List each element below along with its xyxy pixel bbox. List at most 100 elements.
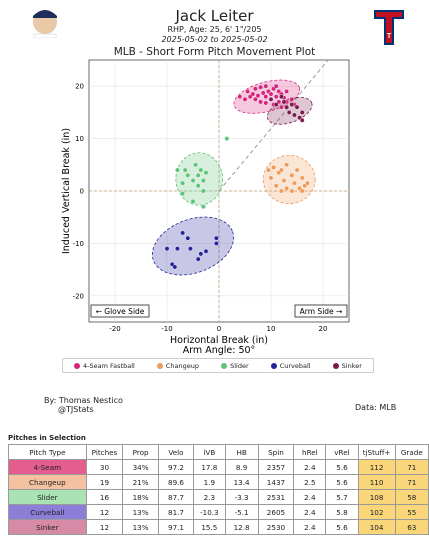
table-cell: 97.1	[157, 519, 195, 535]
table-header-cell: Spin	[257, 444, 295, 460]
data-point	[263, 94, 269, 100]
table-cell: 19	[85, 474, 124, 490]
table-cell: 97.2	[157, 459, 195, 475]
arm-angle-line	[218, 59, 329, 192]
data-point	[289, 96, 295, 102]
table-cell: 13%	[122, 519, 159, 535]
glove-side-label: ← Glove Side	[96, 307, 145, 316]
data-point	[289, 172, 295, 178]
legend-marker	[74, 362, 81, 369]
table-header-cell: Grade	[394, 444, 429, 460]
table-cell: 12	[85, 504, 124, 520]
chart-legend: 4-Seam Fastball Changeup Slider Curveball Si…	[62, 358, 374, 373]
player-headshot-icon	[28, 4, 62, 39]
legend-item: Curveball	[270, 361, 311, 370]
y-tick-label: 0	[80, 188, 84, 196]
table-cell: 12.8	[224, 519, 259, 535]
svg-text:T: T	[387, 33, 392, 40]
data-point	[174, 167, 180, 173]
data-point	[291, 180, 297, 186]
data-point	[172, 264, 178, 270]
table-cell: Curveball	[8, 504, 87, 520]
table-cell: 5.6	[325, 459, 359, 475]
data-point	[203, 170, 209, 176]
table-cell: 1437	[257, 474, 295, 490]
x-tick-label: -20	[109, 325, 120, 333]
table-cell: 5.8	[325, 504, 359, 520]
date-range: 2025-05-02 to 2025-05-02	[161, 35, 268, 44]
table-cell: 2.5	[293, 474, 327, 490]
table-cell: 58	[394, 489, 429, 505]
data-point	[268, 91, 274, 97]
y-axis-label: Induced Vertical Break (in)	[61, 128, 72, 254]
table-cell: 112	[357, 459, 396, 475]
data-point	[278, 104, 284, 110]
legend-label: Curveball	[279, 361, 311, 370]
data-point	[245, 89, 251, 94]
table-row: Changeup 19 21% 89.6 1.9 13.4 1437 2.5 5.6 110 71	[8, 474, 429, 490]
data-point	[242, 96, 248, 102]
data-point	[263, 83, 269, 89]
table-cell: 30	[85, 459, 124, 475]
data-point	[174, 246, 180, 252]
data-point	[299, 175, 305, 181]
table-cell: 2530	[257, 519, 295, 535]
table-cell: 104	[357, 519, 396, 535]
table-body: 4-Seam 30 34% 97.2 17.8 8.9 2357 2.4 5.6 112 71 Cha…	[8, 459, 429, 535]
legend-marker	[270, 362, 277, 369]
data-source: Data: MLB	[355, 403, 397, 412]
table-cell: 2.4	[293, 489, 327, 505]
data-point	[190, 199, 196, 204]
table-cell: 21%	[122, 474, 159, 490]
table-cell: 5.7	[325, 489, 359, 505]
chart-title: MLB - Short Form Pitch Movement Plot	[113, 46, 316, 58]
table-cell: Changeup	[8, 474, 87, 490]
legend-item: 4-Seam Fastball	[74, 362, 135, 370]
data-point	[294, 167, 300, 173]
series-ellipse	[151, 216, 235, 276]
data-point	[224, 136, 230, 142]
author-credit: By: Thomas Nestico	[44, 396, 123, 405]
data-point	[200, 188, 206, 194]
data-point	[278, 167, 284, 173]
data-point	[273, 102, 279, 107]
y-tick-label: -10	[73, 240, 84, 248]
data-point	[268, 96, 274, 102]
data-point	[289, 102, 295, 107]
table-cell: 1.9	[193, 474, 226, 490]
data-point	[185, 172, 191, 178]
data-point	[284, 104, 289, 110]
table-header-cell: HB	[224, 444, 259, 460]
table-cell: 2.3	[193, 489, 226, 505]
table-header-cell: Pitches	[85, 444, 124, 460]
table-cell: 2.4	[293, 519, 327, 535]
table-cell: 81.7	[157, 504, 195, 520]
table-cell: -5.1	[224, 504, 259, 520]
table-cell: 17.8	[193, 459, 226, 475]
data-point	[271, 165, 276, 170]
data-point	[258, 84, 263, 90]
movement-chart: -20 -10 0 10 20 -20 -10 0 10 20 ← Glove Side Arm …	[61, 59, 350, 356]
data-point	[284, 185, 289, 191]
table-cell: Sinker	[8, 519, 87, 535]
data-point	[180, 180, 186, 186]
table-cell: 102	[357, 504, 396, 520]
table-cell: 63	[394, 519, 429, 535]
grid	[89, 59, 349, 322]
table-header-cell: hRel	[293, 444, 327, 460]
table-header-cell: Prop	[122, 444, 159, 460]
x-tick-label: 0	[217, 325, 221, 333]
y-tick-label: 10	[75, 135, 84, 143]
data-point	[304, 180, 310, 186]
table-cell: 34%	[122, 459, 159, 475]
table-header-cell: Pitch Type	[8, 444, 87, 460]
table-cell: 12	[85, 519, 124, 535]
data-point	[213, 240, 219, 246]
table-title: Pitches in Selection	[8, 434, 86, 442]
data-point	[198, 251, 204, 257]
data-point	[299, 117, 305, 123]
data-point	[237, 94, 243, 100]
data-point	[195, 172, 201, 178]
table-cell: 71	[394, 474, 429, 490]
rangers-logo-icon: T	[372, 8, 406, 48]
